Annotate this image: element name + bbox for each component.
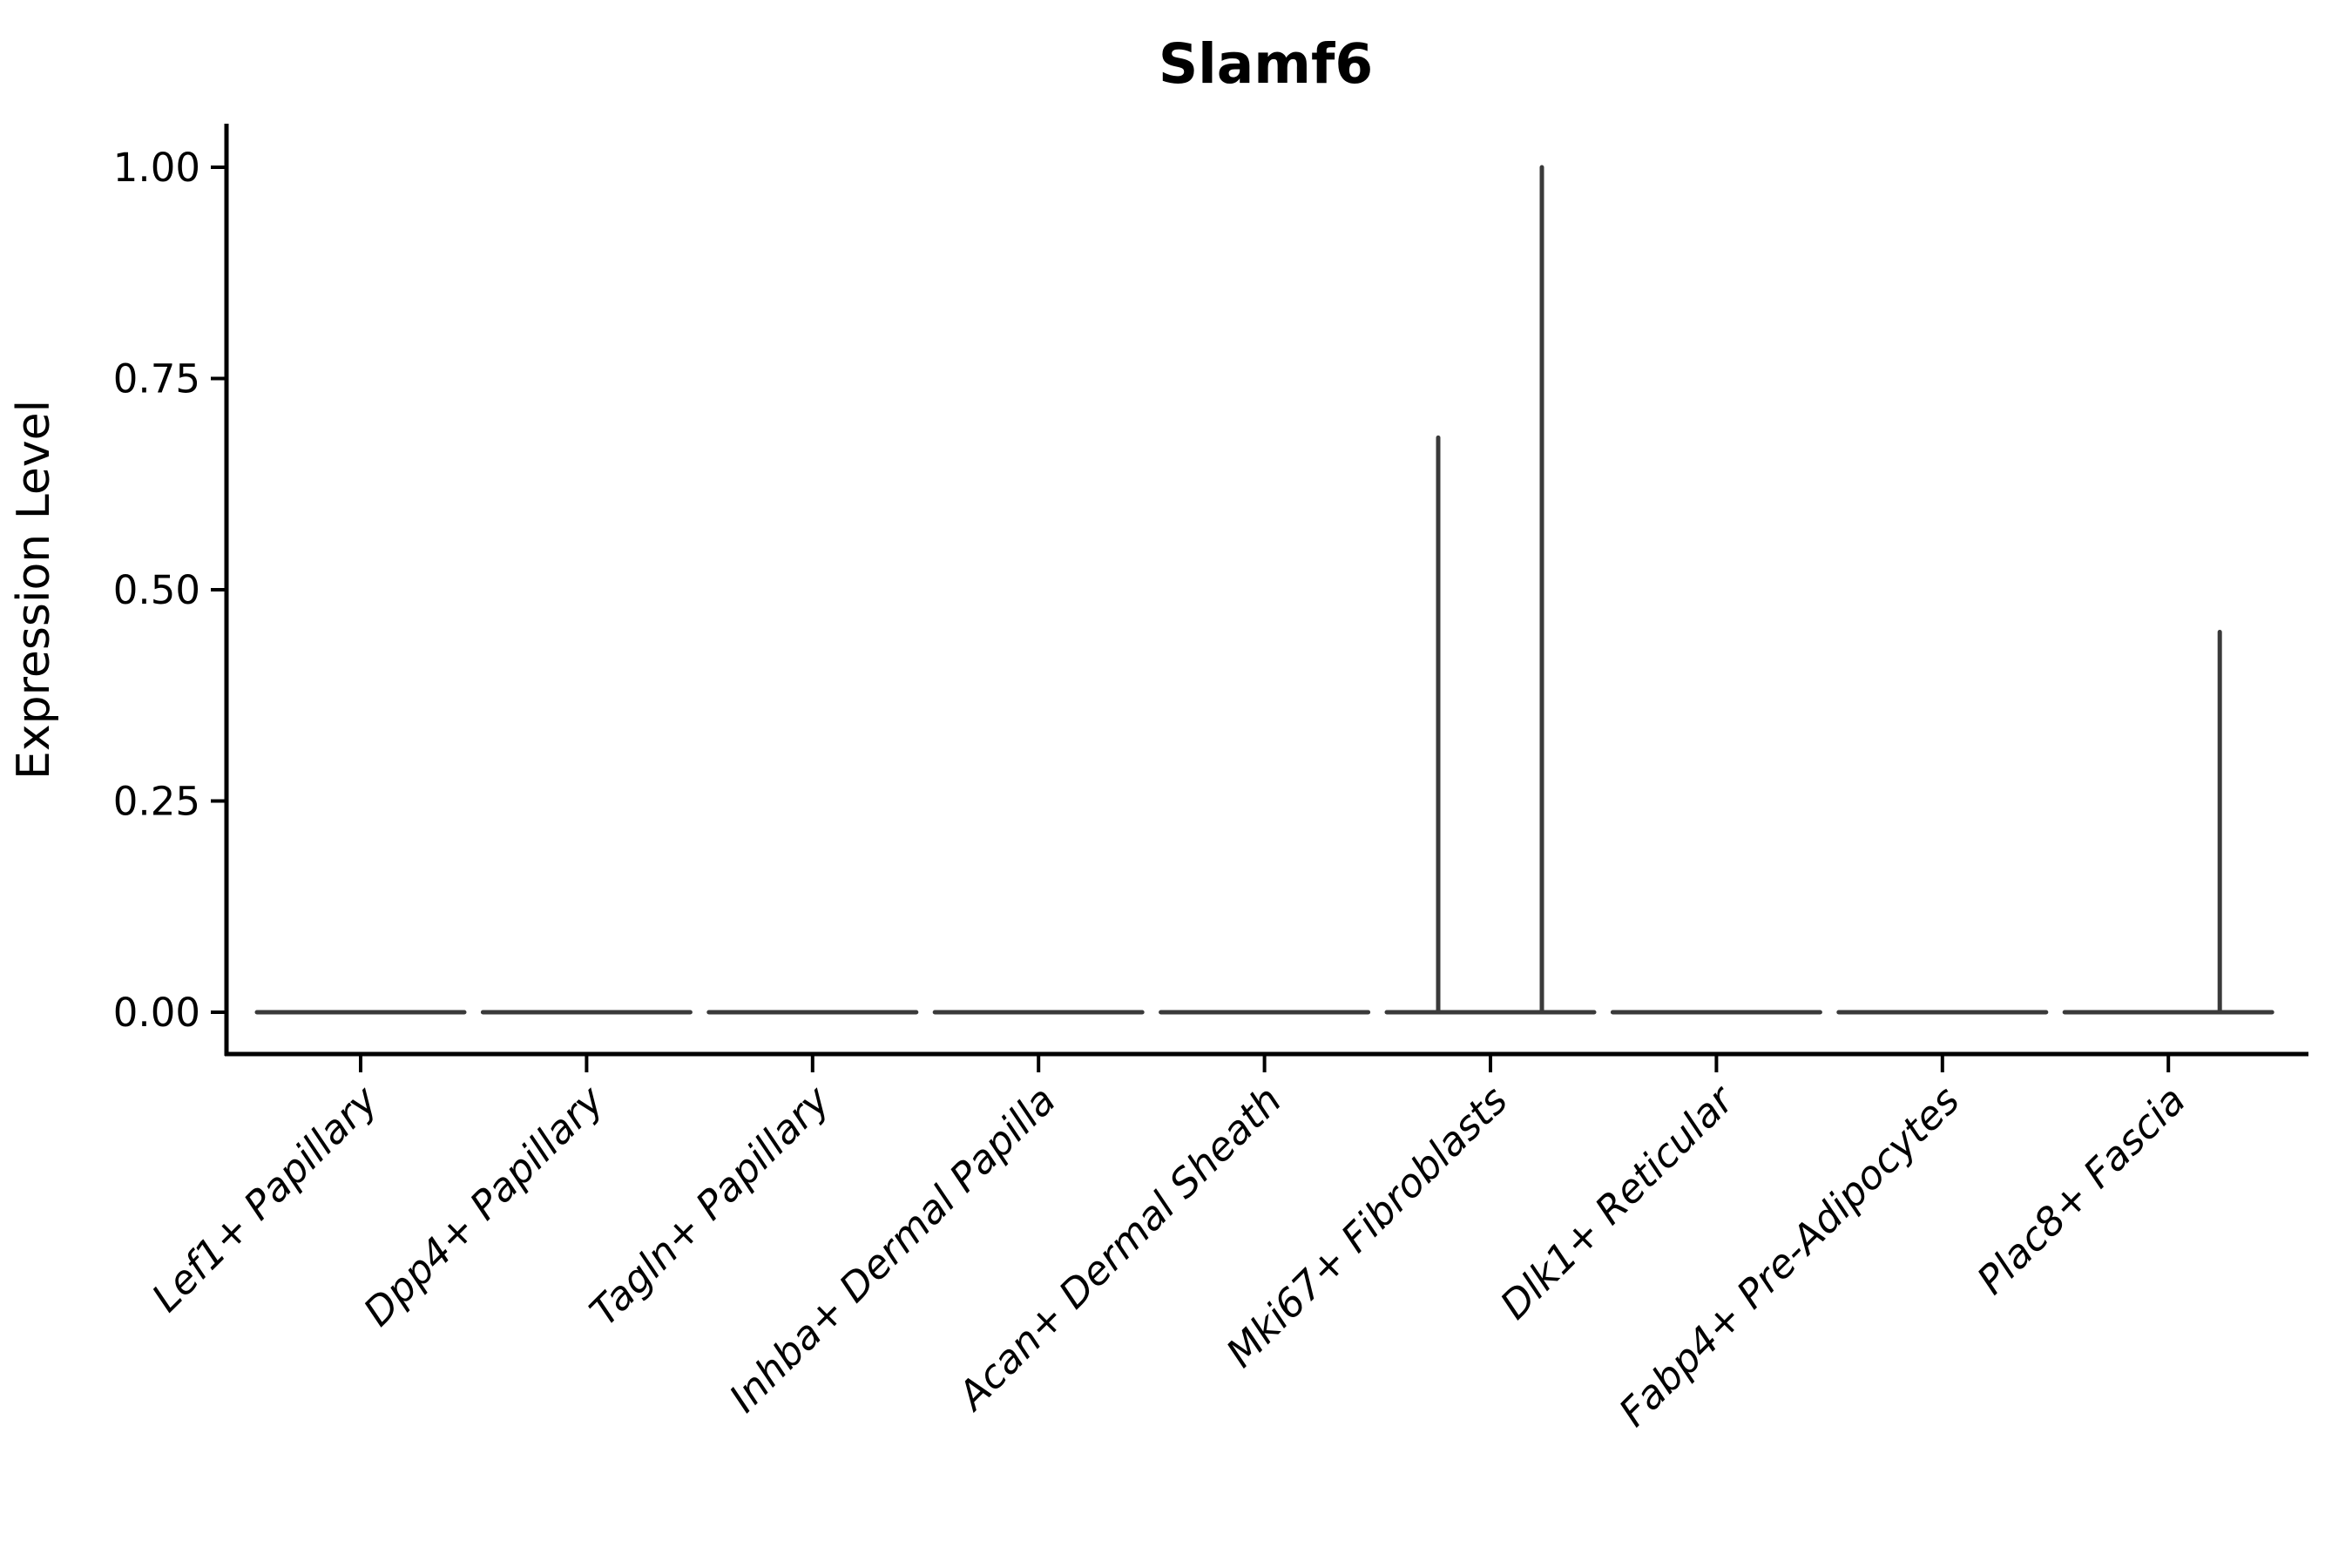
y-tick-label: 0.50 bbox=[113, 567, 200, 613]
y-tick-labels: 0.00 0.25 0.50 0.75 1.00 bbox=[113, 145, 200, 1036]
chart-title: Slamf6 bbox=[1159, 32, 1373, 96]
y-tick-label: 1.00 bbox=[113, 145, 200, 191]
y-tick-label: 0.00 bbox=[113, 990, 200, 1036]
axes bbox=[211, 124, 2308, 1072]
x-tick-label: Dpp4+ Papillary bbox=[355, 1076, 613, 1335]
violins bbox=[254, 165, 2274, 1015]
x-tick-label: Lef1+ Papillary bbox=[143, 1076, 388, 1321]
y-tick-label: 0.25 bbox=[113, 779, 200, 825]
violin bbox=[1384, 165, 1597, 1015]
y-tick-label: 0.75 bbox=[113, 356, 200, 402]
x-tick-label: Dlk1+ Reticular bbox=[1491, 1076, 1744, 1328]
y-axis-label: Expression Level bbox=[8, 400, 60, 780]
x-tick-label: Tagln+ Papillary bbox=[581, 1076, 840, 1335]
violin bbox=[2062, 630, 2274, 1015]
x-tick-label: Plac8+ Fascia bbox=[1968, 1077, 2194, 1303]
